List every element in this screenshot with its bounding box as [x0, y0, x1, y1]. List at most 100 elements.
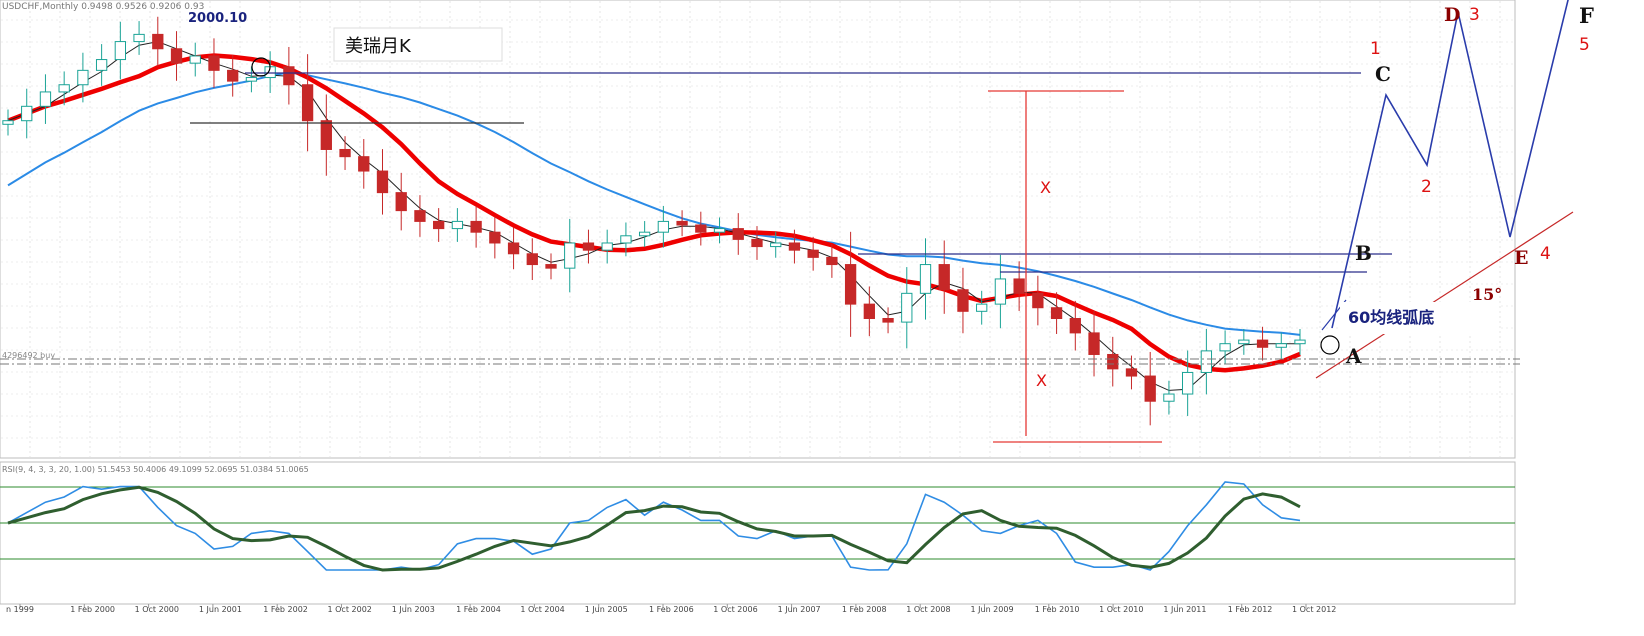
candle-body: [1238, 339, 1250, 345]
candle-body: [1013, 278, 1025, 294]
candle-body: [770, 242, 782, 248]
x-tick-label: 1 Feb 2008: [842, 605, 887, 614]
x-tick-label: 1 Feb 2012: [1228, 605, 1273, 614]
symbol-info: USDCHF,Monthly 0.9498 0.9526 0.9206 0.93: [2, 2, 204, 12]
candle-body: [1275, 343, 1287, 348]
candle-body: [826, 256, 838, 266]
candle-body: [301, 84, 314, 122]
x-tick-label: 1 Feb 2006: [649, 605, 694, 614]
label-c: C: [1375, 62, 1391, 86]
candle-body: [1144, 375, 1156, 402]
candle-body: [189, 55, 201, 64]
ma-red-line: [7, 53, 1301, 373]
candle-body: [395, 192, 407, 212]
x-label-lower: X: [1036, 371, 1047, 390]
wave-label-1: 1: [1370, 39, 1381, 59]
x-label-upper: X: [1040, 178, 1051, 197]
wave-label-5: 5: [1579, 35, 1590, 55]
candle-body: [451, 220, 464, 230]
candle-body: [620, 235, 632, 244]
candle-body: [433, 220, 445, 230]
x-tick-label: 1 Oct 2010: [1099, 605, 1143, 614]
x-tick-label: 1 Feb 2004: [456, 605, 501, 614]
candle-body: [807, 249, 819, 258]
candle-body: [751, 238, 763, 248]
candle-body: [1032, 292, 1044, 309]
candle-body: [152, 33, 164, 50]
candle-body: [208, 55, 220, 71]
projection-zigzag: [1331, 0, 1569, 329]
candle-body: [283, 66, 295, 86]
candle-body: [1125, 368, 1138, 377]
candle-body: [863, 303, 875, 320]
main-panel: [0, 0, 1516, 459]
candle-body: [1163, 393, 1175, 402]
candles: [2, 16, 1306, 426]
x-tick-label: 1 Jun 2001: [199, 605, 242, 614]
candle-body: [507, 242, 520, 255]
trend-line-15deg: [1315, 211, 1574, 379]
candle-body: [919, 264, 932, 294]
candle-body: [21, 105, 33, 122]
bottom-circle-marker: [1320, 335, 1340, 355]
candle-body: [1107, 353, 1119, 370]
candle-body: [2, 120, 14, 125]
candle-body: [95, 59, 108, 71]
candle-body: [545, 264, 557, 269]
ma60-note-box: [1340, 302, 1498, 334]
candle-body: [1200, 350, 1213, 373]
x-tick-label: 1 Feb 2000: [70, 605, 115, 614]
x-tick-label: 1 Feb 2010: [1035, 605, 1080, 614]
candle-body: [339, 148, 351, 158]
candle-body: [601, 242, 613, 251]
x-tick-label: 1 Oct 2004: [520, 605, 564, 614]
wave-label-2: 2: [1421, 177, 1432, 197]
x-axis: n 1999 1 Feb 2000 1 Oct 2000 1 Jun 2001 1 Fe…: [6, 604, 1336, 614]
grid: [1, 1, 1514, 457]
candle-body: [39, 91, 52, 107]
x-tick-label: 1 Jun 2009: [971, 605, 1014, 614]
wave-label-3: 3: [1469, 5, 1480, 25]
candle-body: [582, 242, 595, 251]
oscillator-lines: [7, 481, 1301, 572]
candle-body: [470, 220, 482, 233]
label-f: F: [1579, 3, 1594, 28]
candle-body: [1219, 343, 1231, 352]
candle-body: [638, 231, 651, 237]
candle-body: [1256, 339, 1269, 348]
candle-body: [376, 170, 389, 194]
x-tick-label: 1 Oct 2000: [135, 605, 179, 614]
date-annotation: 2000.10: [188, 11, 247, 26]
title-box-text: 美瑞月K: [345, 36, 412, 57]
x-tick-label: 1 Jun 2011: [1163, 605, 1206, 614]
candle-body: [77, 69, 89, 86]
label-d: D: [1444, 4, 1460, 26]
x-tick-label: 1 Jun 2005: [585, 605, 628, 614]
x-tick-label: 1 Feb 2002: [263, 605, 308, 614]
candle-body: [901, 292, 913, 323]
candle-body: [170, 48, 183, 64]
candle-body: [788, 242, 801, 251]
candle-body: [58, 84, 70, 93]
indicator-info: RSI(9, 4, 3, 3, 20, 1.00) 51.5453 50.400…: [2, 465, 309, 474]
candle-body: [358, 156, 370, 172]
x-tick-label: 1 Oct 2006: [713, 605, 757, 614]
ma60-note: 60均线弧底: [1348, 308, 1434, 327]
candle-body: [1069, 318, 1081, 334]
candle-body: [676, 220, 688, 226]
candle-body: [114, 41, 126, 61]
candle-body: [976, 303, 988, 312]
candle-body: [227, 69, 239, 82]
candle-body: [1088, 332, 1100, 355]
candle-body: [526, 253, 538, 266]
title-box: [333, 27, 503, 62]
candle-body: [657, 220, 670, 233]
candle-body: [245, 77, 258, 82]
label-b: B: [1355, 241, 1372, 265]
ma-blue-line: [7, 71, 1301, 336]
candle-body: [957, 289, 969, 312]
candle-body: [882, 318, 894, 323]
x-tick-label: n 1999: [6, 605, 34, 614]
